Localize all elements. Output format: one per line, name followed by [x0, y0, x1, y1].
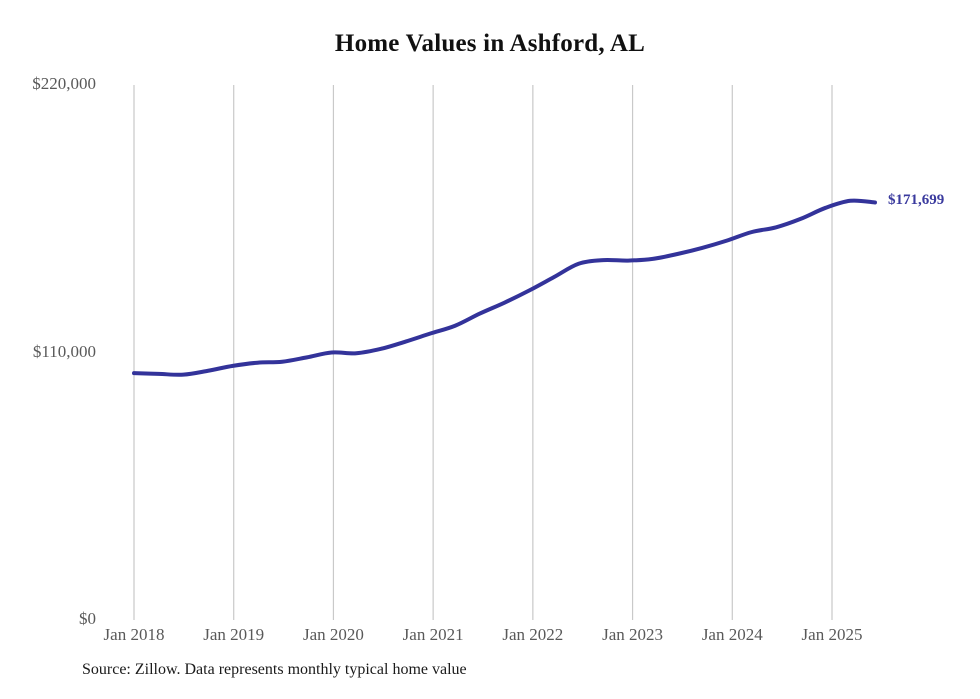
x-tick-label: Jan 2024: [701, 625, 763, 644]
x-tick-label: Jan 2023: [602, 625, 664, 644]
y-tick-label: $110,000: [32, 341, 96, 361]
source-note: Source: Zillow. Data represents monthly …: [82, 661, 467, 678]
end-value-label: $171,699: [888, 192, 945, 209]
x-tick-label: Jan 2021: [402, 625, 464, 644]
data-series-line: [132, 198, 877, 377]
x-tick-label: Jan 2019: [203, 625, 265, 644]
gridlines-group: [133, 85, 833, 620]
y-tick-label: $220,000: [32, 74, 96, 93]
x-tick-label: Jan 2022: [502, 625, 564, 644]
x-tick-label: Jan 2020: [302, 625, 364, 644]
y-tick-label: $0: [79, 609, 96, 628]
x-tick-label: Jan 2025: [801, 625, 863, 644]
x-tick-label: Jan 2018: [103, 625, 165, 644]
chart-title: Home Values in Ashford, AL: [334, 30, 646, 57]
